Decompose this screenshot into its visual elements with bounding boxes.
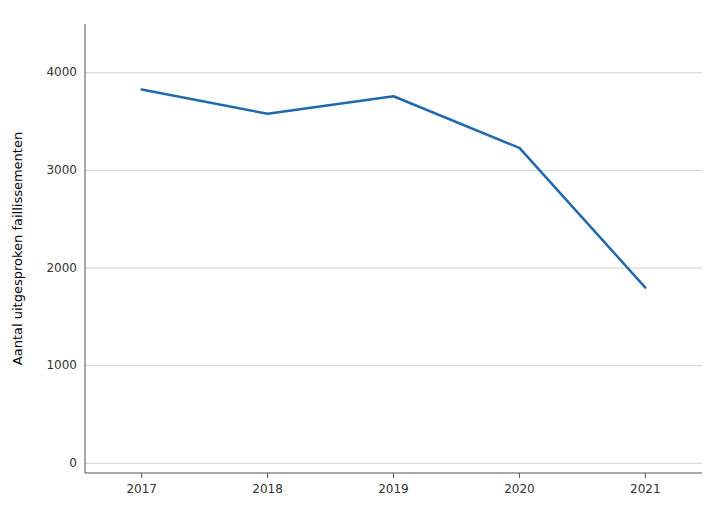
x-tick-label: 2018 <box>252 482 283 496</box>
x-tick-label: 2020 <box>504 482 535 496</box>
chart-container: 0 1000 2000 3000 4000 2017 2018 2019 2020 2021 Aan… <box>0 0 726 525</box>
grid-line <box>85 463 702 464</box>
grid-line <box>85 72 702 73</box>
x-tick <box>519 473 520 478</box>
grid-line <box>85 170 702 171</box>
chart: 0 1000 2000 3000 4000 2017 2018 2019 2020 2021 Aan… <box>0 0 726 525</box>
plot-area <box>142 89 646 287</box>
grid <box>85 73 702 463</box>
y-axis-label: Aantal uitgesproken faillissementen <box>10 132 25 365</box>
y-tick-label: 3000 <box>46 163 77 177</box>
y-tick-label: 4000 <box>46 65 77 79</box>
x-tick-label: 2017 <box>126 482 157 496</box>
grid-line <box>85 365 702 366</box>
y-tick-label: 2000 <box>46 261 77 275</box>
x-tick-label: 2019 <box>378 482 409 496</box>
x-tick-label: 2021 <box>630 482 661 496</box>
y-axis-line <box>85 24 86 473</box>
y-tick-label: 0 <box>69 456 77 470</box>
x-tick <box>141 473 142 478</box>
grid-line <box>85 268 702 269</box>
x-tick <box>645 473 646 478</box>
y-tick-label: 1000 <box>46 358 77 372</box>
x-tick <box>267 473 268 478</box>
x-tick <box>393 473 394 478</box>
line <box>142 89 646 287</box>
x-axis-line <box>85 473 702 474</box>
